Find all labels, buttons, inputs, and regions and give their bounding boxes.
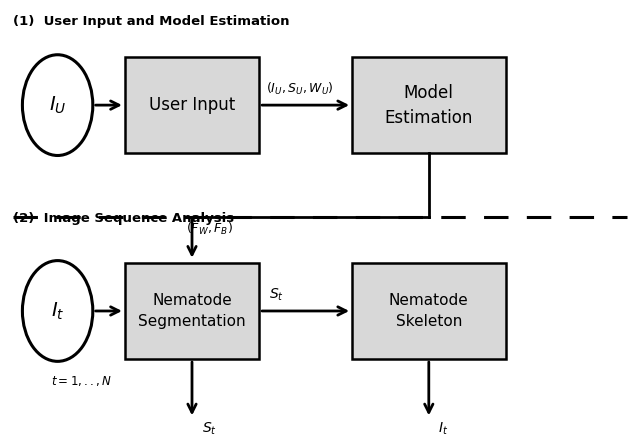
Ellipse shape <box>22 55 93 155</box>
FancyBboxPatch shape <box>352 57 506 153</box>
Text: $I_t$: $I_t$ <box>438 420 449 437</box>
Text: $S_t$: $S_t$ <box>269 287 284 303</box>
Text: User Input: User Input <box>149 96 235 114</box>
FancyBboxPatch shape <box>352 263 506 359</box>
Text: (2)  Image Sequence Analysis: (2) Image Sequence Analysis <box>13 212 234 226</box>
Text: $I_U$: $I_U$ <box>49 95 67 116</box>
Text: $I_t$: $I_t$ <box>51 300 65 321</box>
Text: Nematode
Skeleton: Nematode Skeleton <box>389 293 468 329</box>
Text: $(F_W,F_B)$: $(F_W,F_B)$ <box>186 221 232 237</box>
FancyBboxPatch shape <box>125 57 259 153</box>
Text: Model
Estimation: Model Estimation <box>385 84 473 127</box>
Text: $t=1,..,N$: $t=1,..,N$ <box>51 374 112 389</box>
Text: $(I_U,S_U,W_U)$: $(I_U,S_U,W_U)$ <box>266 81 333 97</box>
Text: Nematode
Segmentation: Nematode Segmentation <box>138 293 246 329</box>
Ellipse shape <box>22 261 93 361</box>
Text: (1)  User Input and Model Estimation: (1) User Input and Model Estimation <box>13 15 289 28</box>
Text: $S_t$: $S_t$ <box>202 420 216 437</box>
FancyBboxPatch shape <box>125 263 259 359</box>
